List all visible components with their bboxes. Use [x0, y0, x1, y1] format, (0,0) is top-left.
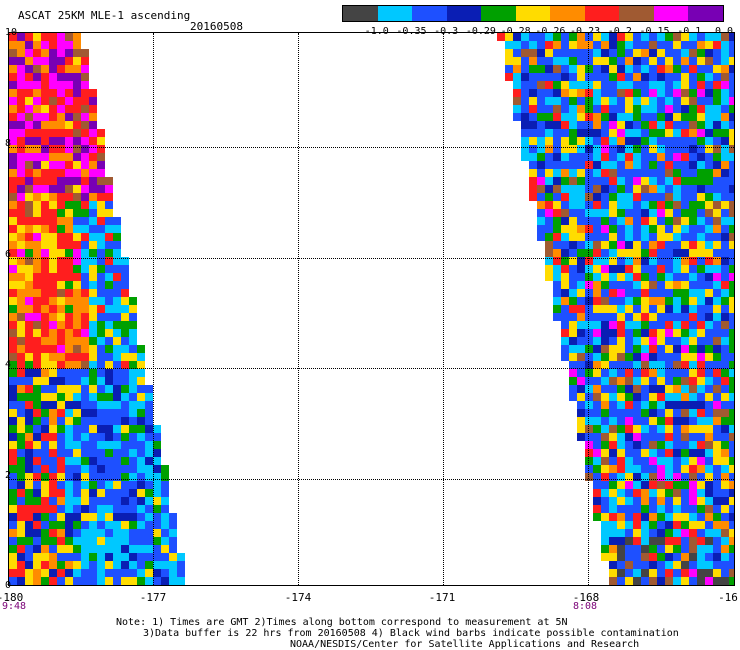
swath-data-layer: [9, 33, 734, 585]
note-line-3: NOAA/NESDIS/Center for Satellite Applica…: [290, 639, 640, 650]
gridline-lat-8: [9, 147, 734, 148]
gridline-lon-168: [588, 33, 589, 585]
lon-label-171: -171: [428, 591, 456, 604]
legend-label: -0.28: [500, 26, 531, 37]
map-panel: [8, 32, 735, 586]
legend-swatch: [619, 6, 654, 21]
time-right: 8:08: [573, 601, 598, 612]
legend-swatch: [481, 6, 516, 21]
time-left: 9:48: [2, 601, 27, 612]
map-title: ASCAT 25KM MLE-1 ascending: [18, 9, 191, 22]
legend-label: -0.2: [607, 26, 632, 37]
lat-label-4: 4: [5, 359, 12, 370]
lat-label-8: 8: [5, 138, 12, 149]
note-line-1: Note: 1) Times are GMT 2)Times along bot…: [116, 617, 568, 628]
legend-label: -0.29: [465, 26, 496, 37]
map-date: 20160508: [190, 20, 243, 33]
legend-swatch: [688, 6, 724, 21]
lat-label-10: 10: [5, 27, 18, 38]
lon-label-174: -174: [284, 591, 312, 604]
legend-label: -0.23: [570, 26, 601, 37]
lat-label-2: 2: [5, 470, 12, 481]
legend-swatch: [343, 6, 378, 21]
legend-swatch: [412, 6, 447, 21]
legend-swatch: [653, 6, 689, 21]
gridline-lat-2: [9, 479, 734, 480]
legend-label: -0.15: [639, 26, 670, 37]
legend-label: -0.26: [535, 26, 566, 37]
legend-swatch: [446, 6, 482, 21]
legend-swatch: [550, 6, 585, 21]
lon-label-168: -168: [572, 591, 600, 604]
gridline-lon-174: [298, 33, 299, 585]
legend-swatch: [584, 6, 620, 21]
legend-label: 0.0: [714, 26, 734, 37]
legend-swatch: [377, 6, 413, 21]
legend-label: -0.1: [677, 26, 702, 37]
lon-label-180: -180: [0, 591, 24, 604]
legend-swatch: [515, 6, 551, 21]
lat-label-6: 6: [5, 249, 12, 260]
color-scale-bar: [342, 5, 724, 22]
lon-label-177: -177: [139, 591, 167, 604]
gridline-lat-6: [9, 258, 734, 259]
note-line-2: 3)Data buffer is 22 hrs from 20160508 4)…: [143, 628, 679, 639]
legend-label: -0.35: [396, 26, 427, 37]
lon-label-16: -16: [718, 591, 738, 604]
gridline-lon-171: [443, 33, 444, 585]
gridline-lon-177: [153, 33, 154, 585]
lat-label-0: 0: [5, 580, 12, 591]
gridline-lat-4: [9, 368, 734, 369]
legend-label: -1.0: [364, 26, 389, 37]
legend-label: -0.3: [434, 26, 459, 37]
